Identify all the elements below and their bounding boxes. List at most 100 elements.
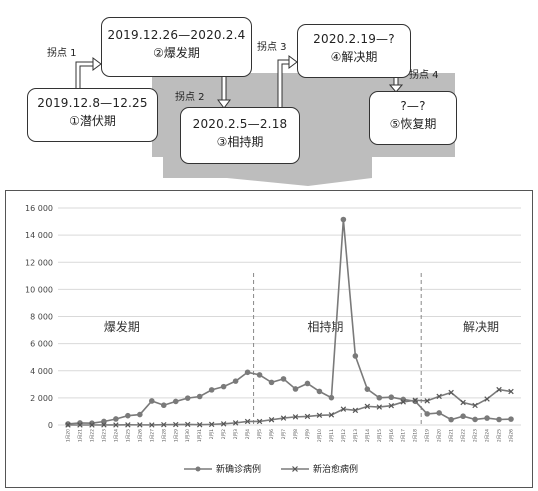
data-point (460, 399, 466, 406)
data-point (161, 421, 167, 428)
data-point (328, 412, 335, 418)
x-tick-label: 1月23 (101, 429, 107, 442)
x-tick-label: 1月27 (149, 429, 155, 442)
x-tick-label: 1月24 (113, 429, 119, 442)
phase-outbreak-box: 2019.12.26—2020.2.4 ②爆发期 (101, 17, 252, 77)
x-tick-label: 2月19 (425, 429, 431, 442)
x-tick-label: 2月15 (377, 429, 383, 442)
turning-point-1: 拐点 1 (47, 48, 77, 59)
data-point (172, 398, 179, 405)
data-point (448, 389, 454, 396)
x-tick-label: 1月21 (77, 429, 83, 442)
x-tick-label: 2月16 (389, 429, 395, 442)
turning-point-4: 拐点 4 (409, 70, 439, 81)
x-tick-label: 2月21 (449, 429, 455, 442)
data-point (256, 418, 263, 425)
data-point (304, 413, 311, 420)
turning-point-2: 拐点 2 (175, 92, 205, 103)
x-tick-label: 2月24 (485, 429, 491, 442)
data-point (400, 399, 406, 405)
phase-latent-box: 2019.12.8—12.25 ①潜伏期 (27, 88, 158, 142)
x-tick-label: 2月2 (221, 429, 227, 439)
data-point (484, 396, 490, 402)
data-point (232, 420, 239, 426)
data-point (280, 376, 287, 382)
data-point (340, 406, 347, 412)
y-tick-label: 0 (48, 421, 53, 430)
legend-label-2: 新治愈病例 (313, 463, 358, 475)
phase-recovery-name: ⑤恢复期 (389, 117, 437, 131)
phase-recovery-box: ?—? ⑤恢复期 (369, 91, 457, 145)
phase-latent-dates: 2019.12.8—12.25 (37, 96, 148, 110)
x-tick-label: 2月25 (497, 429, 503, 442)
x-tick-label: 2月17 (401, 429, 407, 442)
data-point (280, 415, 287, 421)
x-tick-label: 2月22 (461, 429, 467, 442)
data-point (496, 386, 502, 393)
phase-stalemate-dates: 2020.2.5—2.18 (192, 117, 288, 131)
data-point (352, 407, 359, 414)
phase-resolution-name: ④解决期 (330, 50, 378, 64)
data-point (328, 394, 335, 401)
phase-outbreak-name: ②爆发期 (153, 46, 200, 60)
data-point (352, 353, 359, 359)
data-point (77, 422, 83, 428)
data-point (508, 388, 514, 395)
data-point (149, 422, 155, 428)
phase-latent-name: ①潜伏期 (69, 114, 116, 128)
y-tick-label: 10 000 (25, 285, 53, 294)
y-tick-label: 2 000 (30, 394, 53, 403)
y-tick-label: 4 000 (30, 367, 53, 376)
turning-point-3: 拐点 3 (257, 42, 287, 53)
line-chart: 0 2 000 4 000 6 000 8 000 10 000 12 000 14 000 1… (25, 204, 521, 475)
series-line-2 (68, 388, 512, 426)
data-point (364, 403, 371, 410)
x-tick-label: 2月26 (509, 429, 515, 442)
x-tick-label: 2月23 (473, 429, 479, 442)
x-tick-label: 1月20 (66, 429, 72, 442)
x-tick-label: 2月9 (305, 429, 311, 439)
x-tick-label: 2月1 (209, 429, 215, 439)
data-point (376, 404, 383, 410)
data-point (292, 386, 299, 392)
x-tick-label: 1月25 (125, 429, 131, 442)
y-tick-label: 8 000 (30, 313, 53, 322)
phase-label-2: 相持期 (307, 319, 343, 334)
data-point (244, 418, 251, 425)
y-tick-label: 12 000 (25, 258, 53, 267)
x-tick-label: 1月31 (197, 429, 203, 442)
data-point (220, 383, 227, 390)
data-point (364, 386, 371, 392)
data-point (508, 416, 514, 422)
data-point (436, 393, 442, 400)
data-point (125, 422, 131, 428)
data-point (149, 398, 155, 404)
x-tick-label: 2月7 (281, 429, 287, 439)
x-tick-label: 2月3 (233, 429, 239, 439)
data-point (460, 413, 466, 420)
phase-resolution-box: 2020.2.19—? ④解决期 (297, 24, 411, 78)
x-tick-label: 1月28 (161, 429, 167, 442)
x-tick-label: 2月12 (341, 429, 347, 442)
phase-flow-diagram: 2019.12.8—12.25 ①潜伏期 2019.12.26—2020.2.4… (0, 0, 538, 190)
data-point (376, 394, 383, 401)
x-tick-label: 2月13 (353, 429, 359, 442)
data-point (113, 422, 119, 428)
data-point (292, 414, 299, 420)
data-point (472, 402, 478, 409)
phase-stalemate-name: ③相持期 (216, 135, 264, 149)
data-point (208, 387, 215, 393)
data-point (196, 421, 203, 428)
data-point (184, 395, 191, 401)
data-point (268, 417, 275, 423)
x-tick-label: 2月8 (293, 429, 299, 439)
data-point (340, 216, 347, 223)
x-tick-label: 1月30 (185, 429, 191, 442)
data-point (448, 416, 454, 423)
data-point (137, 411, 143, 418)
legend-label-1: 新确诊病例 (216, 463, 261, 475)
chart-panel: 0 2 000 4 000 6 000 8 000 10 000 12 000 14 000 1… (5, 190, 533, 488)
x-tick-label: 2月18 (413, 429, 419, 442)
x-tick-label: 2月14 (365, 429, 371, 442)
data-point (436, 410, 442, 416)
